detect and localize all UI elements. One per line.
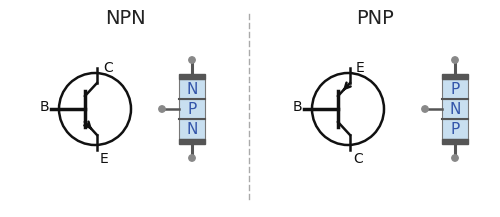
Text: NPN: NPN: [104, 9, 146, 28]
Text: C: C: [103, 61, 113, 75]
Text: E: E: [100, 152, 109, 166]
Bar: [442, 99, 468, 119]
Bar: [179, 139, 205, 144]
Bar: [179, 99, 205, 119]
Text: B: B: [292, 100, 302, 114]
Circle shape: [452, 57, 458, 63]
Text: PNP: PNP: [356, 9, 394, 28]
Bar: [442, 139, 468, 144]
Bar: [442, 119, 468, 139]
Text: P: P: [450, 122, 460, 136]
Bar: [179, 79, 205, 99]
Bar: [442, 79, 468, 99]
Bar: [179, 74, 205, 79]
Text: N: N: [450, 102, 460, 117]
Circle shape: [452, 155, 458, 161]
Text: N: N: [186, 122, 198, 136]
Bar: [179, 119, 205, 139]
Circle shape: [159, 106, 165, 112]
Text: P: P: [450, 82, 460, 97]
Circle shape: [422, 106, 428, 112]
Text: C: C: [353, 152, 363, 166]
Text: B: B: [40, 100, 49, 114]
Text: P: P: [188, 102, 196, 117]
Text: E: E: [356, 61, 365, 75]
Bar: [442, 74, 468, 79]
Circle shape: [189, 57, 195, 63]
Circle shape: [189, 155, 195, 161]
Text: N: N: [186, 82, 198, 97]
